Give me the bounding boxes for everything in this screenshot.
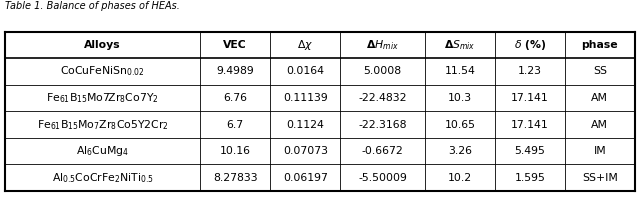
Text: 3.26: 3.26 (448, 146, 472, 156)
Text: 9.4989: 9.4989 (216, 66, 254, 76)
Text: 0.11139: 0.11139 (283, 93, 328, 103)
Text: IM: IM (593, 146, 606, 156)
Text: AM: AM (591, 93, 609, 103)
Text: 11.54: 11.54 (445, 66, 476, 76)
Text: 1.23: 1.23 (518, 66, 542, 76)
Text: Al$_{0.5}$CoCrFe$_{2}$NiTi$_{0.5}$: Al$_{0.5}$CoCrFe$_{2}$NiTi$_{0.5}$ (52, 171, 154, 185)
Text: -0.6672: -0.6672 (362, 146, 403, 156)
Text: 17.141: 17.141 (511, 93, 548, 103)
Text: Table 1. Balance of phases of HEAs.: Table 1. Balance of phases of HEAs. (5, 1, 180, 11)
Text: 1.595: 1.595 (515, 173, 545, 183)
Text: 5.495: 5.495 (515, 146, 545, 156)
Text: CoCuFeNiSn$_{0.02}$: CoCuFeNiSn$_{0.02}$ (60, 64, 145, 78)
Text: 0.0164: 0.0164 (286, 66, 324, 76)
Text: 0.06197: 0.06197 (283, 173, 328, 183)
Text: $\boldsymbol{\Delta S_{mix}}$: $\boldsymbol{\Delta S_{mix}}$ (444, 38, 476, 52)
Text: AM: AM (591, 120, 609, 130)
Text: 0.1124: 0.1124 (286, 120, 324, 130)
Text: $\boldsymbol{\Delta H_{mix}}$: $\boldsymbol{\Delta H_{mix}}$ (366, 38, 399, 52)
Text: 10.2: 10.2 (448, 173, 472, 183)
Text: -22.3168: -22.3168 (358, 120, 407, 130)
Text: -22.4832: -22.4832 (358, 93, 407, 103)
Text: 17.141: 17.141 (511, 120, 548, 130)
Text: 6.7: 6.7 (227, 120, 244, 130)
Text: 8.27833: 8.27833 (213, 173, 258, 183)
Text: Al$_{6}$CuMg$_{4}$: Al$_{6}$CuMg$_{4}$ (76, 144, 129, 158)
Text: SS: SS (593, 66, 607, 76)
Text: Fe$_{61}$B$_{15}$Mo$_{7}$Zr$_{8}$Co5Y2Cr$_{2}$: Fe$_{61}$B$_{15}$Mo$_{7}$Zr$_{8}$Co5Y2Cr… (36, 118, 169, 132)
Text: 10.3: 10.3 (448, 93, 472, 103)
Text: SS+IM: SS+IM (582, 173, 618, 183)
Text: $\delta$ (%): $\delta$ (%) (514, 38, 546, 52)
Text: $\Delta\chi$: $\Delta\chi$ (297, 38, 314, 52)
Text: Fe$_{61}$B$_{15}$Mo7Zr$_{8}$Co7Y$_{2}$: Fe$_{61}$B$_{15}$Mo7Zr$_{8}$Co7Y$_{2}$ (46, 91, 159, 105)
Text: 5.0008: 5.0008 (364, 66, 402, 76)
Text: VEC: VEC (223, 40, 247, 50)
Text: Alloys: Alloys (84, 40, 121, 50)
Text: 0.07073: 0.07073 (283, 146, 328, 156)
Text: 6.76: 6.76 (223, 93, 247, 103)
Text: 10.16: 10.16 (220, 146, 251, 156)
Text: -5.50009: -5.50009 (358, 173, 407, 183)
Text: 10.65: 10.65 (444, 120, 476, 130)
Text: phase: phase (582, 40, 618, 50)
